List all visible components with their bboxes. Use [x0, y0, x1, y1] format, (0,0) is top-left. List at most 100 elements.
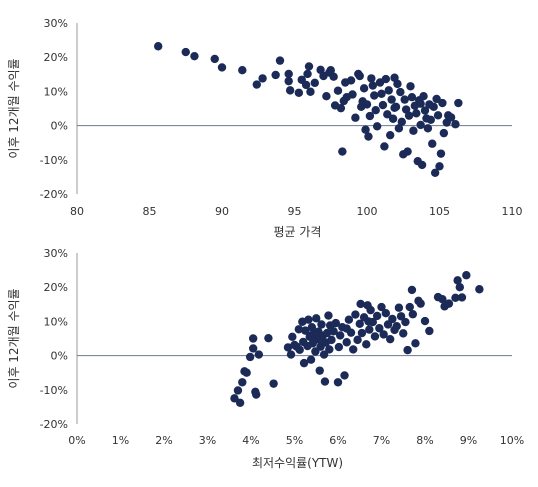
panel1-data-point: [341, 78, 350, 87]
panel1-data-point: [303, 69, 312, 79]
panel2-data-point: [420, 316, 430, 326]
panel2-data-point: [386, 334, 395, 344]
panel1-data-point: [394, 124, 404, 133]
panel1-data-point: [387, 95, 396, 104]
panel2-data-point: [286, 350, 296, 359]
panel2-x-tick-label: 2%: [155, 434, 172, 447]
panel1-x-tick-label: 85: [143, 205, 157, 218]
panel1-data-point: [416, 99, 425, 108]
panel2-data-point: [248, 334, 258, 343]
panel1-data-point: [359, 84, 369, 93]
panel2-data-point: [242, 368, 251, 377]
panel1-y-tick-label: -20%: [40, 188, 68, 201]
panel2-x-tick-label: 1%: [112, 434, 129, 447]
panel2-data-point: [235, 398, 245, 407]
panel1-data-point: [397, 117, 406, 127]
panel1-data-point: [406, 82, 415, 91]
panel1-x-tick-label: 80: [70, 205, 84, 218]
panel1-data-point: [284, 76, 293, 86]
panel1-data-point: [420, 106, 430, 115]
panel1-data-point: [436, 149, 446, 158]
panel2-data-point: [312, 314, 321, 323]
panel2-data-point: [319, 350, 329, 359]
panel1-data-point: [377, 89, 386, 98]
panel2-data-point: [411, 339, 420, 348]
panel2-data-point: [333, 378, 343, 387]
panel1-data-point: [368, 81, 377, 90]
panel2-data-point: [264, 333, 273, 343]
panel2-data-point: [444, 299, 454, 308]
panel1-data-point: [439, 128, 449, 138]
panel1-data-point: [336, 103, 346, 113]
panel2-data-point: [407, 285, 417, 295]
panel1-x-tick-label: 110: [502, 205, 523, 218]
panel1-data-point: [348, 90, 357, 99]
panel2-data-point: [322, 328, 332, 338]
panel1-x-tick-label: 90: [215, 205, 229, 218]
panel2-data-point: [392, 321, 401, 331]
panel2-data-point: [381, 308, 391, 318]
panel1-data-point: [285, 86, 295, 95]
panel1-data-point: [258, 74, 267, 83]
panel2-data-point: [331, 318, 341, 328]
panel1-x-tick-label: 105: [429, 205, 450, 218]
panel2-x-axis-title: 최저수익률(YTW): [252, 456, 343, 470]
panel1-data-point: [383, 110, 392, 119]
panel2-data-point: [375, 324, 384, 333]
panel1-data-point: [381, 74, 391, 84]
panel1-y-tick-label: -10%: [40, 154, 68, 167]
panel1-data-point: [454, 98, 463, 108]
panel1-data-point: [322, 91, 331, 101]
panel2-data-point: [317, 320, 326, 329]
panel1-data-point: [396, 87, 405, 97]
panel2-data-point: [403, 345, 412, 355]
panel1-data-point: [378, 100, 388, 110]
panel2-data-point: [357, 328, 367, 338]
panel1-data-point: [384, 86, 393, 95]
panel1-data-point: [417, 160, 427, 170]
panel2-data-point: [320, 377, 330, 386]
panel1-data-point: [304, 62, 314, 71]
panel2-data-point: [325, 345, 334, 354]
panel2-data-point: [364, 317, 373, 326]
panel2-data-point: [388, 314, 397, 324]
panel2-data-point: [475, 285, 484, 294]
panel1-data-point: [400, 95, 409, 104]
panel1-data-point: [367, 74, 376, 83]
panel2-data-point: [377, 302, 386, 312]
panel2-data-point: [453, 276, 462, 285]
panel2-data-point: [304, 315, 313, 324]
panel1-data-point: [407, 93, 417, 102]
panel1-data-point: [451, 120, 460, 129]
panel1-data-point: [362, 100, 372, 109]
panel1-data-point: [435, 162, 444, 171]
panel2-data-point: [416, 299, 425, 308]
panel1-data-point: [333, 86, 343, 95]
panel2-x-tick-label: 3%: [199, 434, 216, 447]
panel2-data-point: [351, 310, 360, 319]
panel1-data-point: [446, 113, 456, 122]
panel2-data-point: [307, 330, 317, 340]
panel2-data-point: [340, 371, 349, 380]
panel2-data-point: [353, 335, 362, 345]
panel1-data-point: [361, 125, 370, 134]
panel2-y-tick-label: 20%: [44, 281, 68, 294]
panel1-y-tick-label: 20%: [44, 51, 68, 64]
panel1-y-tick-label: 0%: [51, 120, 68, 133]
panel1-data-point: [404, 111, 414, 120]
panel2-data-point: [399, 329, 408, 338]
panel1-data-point: [370, 91, 379, 100]
panel2-data-point: [379, 330, 388, 339]
panel2-data-point: [238, 378, 247, 387]
panel1-y-tick-label: 30%: [44, 17, 68, 30]
panel1-data-point: [154, 42, 163, 51]
panel1-data-point: [423, 124, 433, 133]
panel1-data-point: [372, 122, 382, 131]
panel2-data-point: [355, 319, 364, 328]
panel2-data-point: [334, 342, 344, 352]
panel2-y-tick-label: -10%: [40, 384, 68, 397]
panel2-y-tick-label: 10%: [44, 315, 68, 328]
panel1-y-axis-title: 이후 12개월 수익률: [7, 58, 21, 158]
